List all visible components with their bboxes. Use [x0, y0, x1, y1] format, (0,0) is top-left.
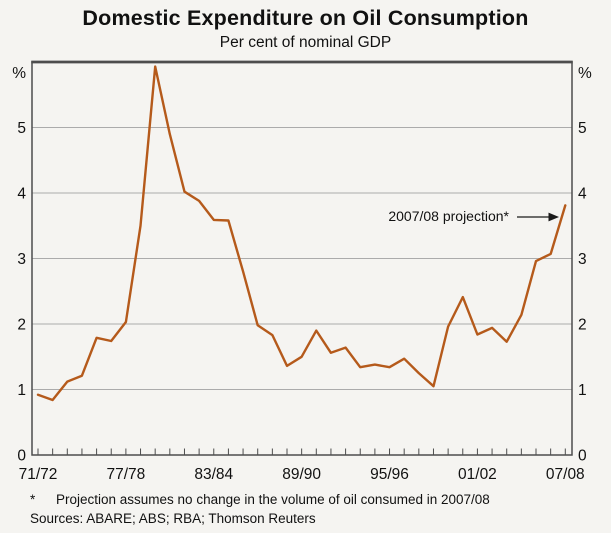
annotation-label: 2007/08 projection* — [388, 208, 509, 224]
axes — [31, 60, 573, 456]
chart-subtitle: Per cent of nominal GDP — [219, 34, 392, 51]
y-unit-label-left: % — [12, 65, 26, 82]
y-tick-label-left: 4 — [17, 186, 26, 203]
y-tick-label-left: 2 — [17, 317, 26, 334]
y-tick-label-right: 3 — [578, 251, 587, 268]
x-tick-label: 83/84 — [194, 466, 233, 483]
y-tick-label-left: 0 — [17, 448, 26, 465]
axis-labels: 0 0 1 1 2 2 3 3 4 4 5 5% % 71/72 77/78 83/84 89/90 95/96 0… — [12, 65, 592, 483]
chart-title: Domestic Expenditure on Oil Consumption — [82, 6, 529, 30]
footnote-marker: * — [30, 492, 36, 507]
oil-expenditure-line — [36, 65, 567, 402]
y-unit-label-right: % — [578, 65, 592, 82]
y-tick-label-right: 0 — [578, 448, 587, 465]
x-tick-label: 71/72 — [19, 466, 58, 483]
y-tick-label-left: 3 — [17, 251, 26, 268]
x-tick-label: 89/90 — [282, 466, 321, 483]
footnote-text: Projection assumes no change in the volu… — [56, 492, 490, 507]
y-tick-label-left: 1 — [17, 382, 26, 399]
y-tick-label-right: 2 — [578, 317, 587, 334]
projection-annotation: 2007/08 projection* — [388, 208, 559, 224]
sources-line: Sources: ABARE; ABS; RBA; Thomson Reuter… — [30, 511, 316, 526]
oil-expenditure-series — [36, 65, 567, 402]
y-tick-label-right: 4 — [578, 186, 587, 203]
annotation-arrowhead — [548, 212, 559, 222]
y-tick-label-left: 5 — [17, 120, 26, 137]
x-tick-label: 77/78 — [106, 466, 145, 483]
y-tick-label-right: 1 — [578, 382, 587, 399]
y-tick-label-right: 5 — [578, 120, 587, 137]
x-tick-label: 01/02 — [458, 466, 497, 483]
x-tick-label: 95/96 — [370, 466, 409, 483]
x-tick-label: 07/08 — [546, 466, 585, 483]
footnote: * Projection assumes no change in the vol… — [30, 492, 490, 508]
gridlines — [32, 127, 572, 390]
